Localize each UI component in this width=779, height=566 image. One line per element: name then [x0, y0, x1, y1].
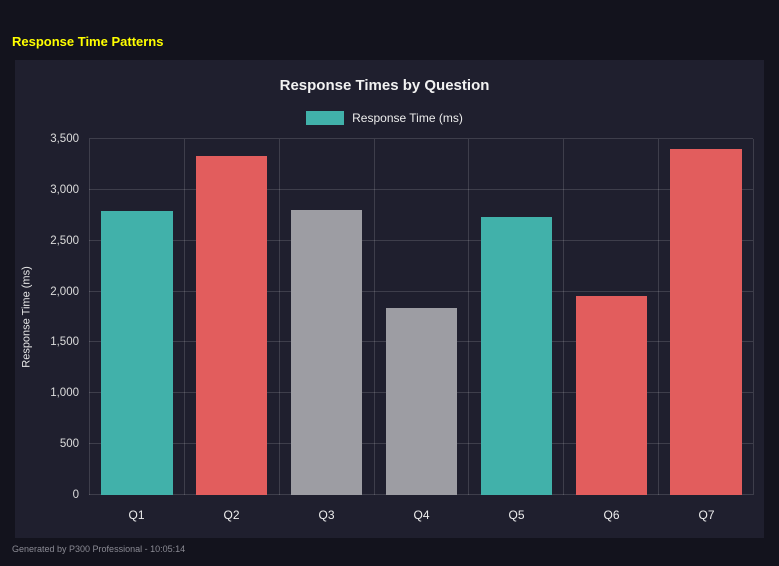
legend-item[interactable]: Response Time (ms): [306, 111, 463, 125]
category-q3: [278, 139, 374, 495]
y-tick-label: 2,000: [50, 285, 79, 298]
y-axis-title: Response Time (ms): [15, 139, 39, 495]
y-tick-label: 1,500: [50, 336, 79, 349]
h-gridline: [89, 188, 753, 190]
h-gridline: [89, 290, 753, 292]
x-tick-label-q5: Q5: [508, 508, 525, 522]
footer-text: Generated by P300 Professional - 10:05:1…: [12, 544, 186, 554]
bar-q2: [196, 156, 268, 495]
bar-q6: [575, 295, 647, 495]
bar-q3: [290, 210, 363, 495]
category-q4: [373, 139, 469, 495]
x-tick-label-q2: Q2: [223, 508, 240, 522]
x-axis-tick-labels: Q1 Q2 Q3 Q4 Q5 Q6 Q7: [89, 495, 754, 537]
legend: Response Time (ms): [15, 111, 754, 125]
chart-body: Response Time (ms) 0 500 1,000 1,500 2,000 2,…: [15, 133, 754, 537]
bar-q1: [101, 211, 173, 495]
bar-q5: [480, 217, 553, 495]
x-tick-label-q6: Q6: [603, 508, 620, 522]
bar-q7: [670, 149, 742, 495]
y-tick-label: 3,500: [50, 133, 79, 145]
category-q5: [468, 139, 563, 495]
x-tick-label-q4: Q4: [413, 508, 430, 522]
y-tick-label: 3,000: [50, 183, 79, 196]
y-tick-label: 500: [59, 438, 79, 451]
chart-card: Response Times by Question Response Time…: [15, 60, 764, 538]
category-q6: [563, 139, 658, 495]
y-axis-title-text: Response Time (ms): [21, 266, 34, 368]
legend-label: Response Time (ms): [352, 111, 463, 125]
h-gridline: [89, 138, 753, 139]
chart-title: Response Times by Question: [279, 77, 490, 94]
y-tick-label: 2,500: [50, 234, 79, 247]
category-q7: [658, 139, 753, 495]
x-tick-label-q7: Q7: [698, 508, 715, 522]
plot-area: [89, 138, 754, 495]
category-q1: [89, 139, 184, 495]
legend-swatch-icon: [306, 111, 345, 125]
x-tick-label-q1: Q1: [128, 508, 145, 522]
bar-q4: [385, 307, 458, 495]
y-axis-tick-labels: 0 500 1,000 1,500 2,000 2,500 3,000 3,500: [39, 133, 89, 501]
y-tick-label: 0: [72, 489, 79, 501]
page-title: Response Time Patterns: [12, 34, 164, 49]
h-gridline: [89, 239, 753, 241]
y-tick-label: 1,000: [50, 387, 79, 400]
category-q2: [183, 139, 279, 495]
x-tick-label-q3: Q3: [318, 508, 335, 522]
